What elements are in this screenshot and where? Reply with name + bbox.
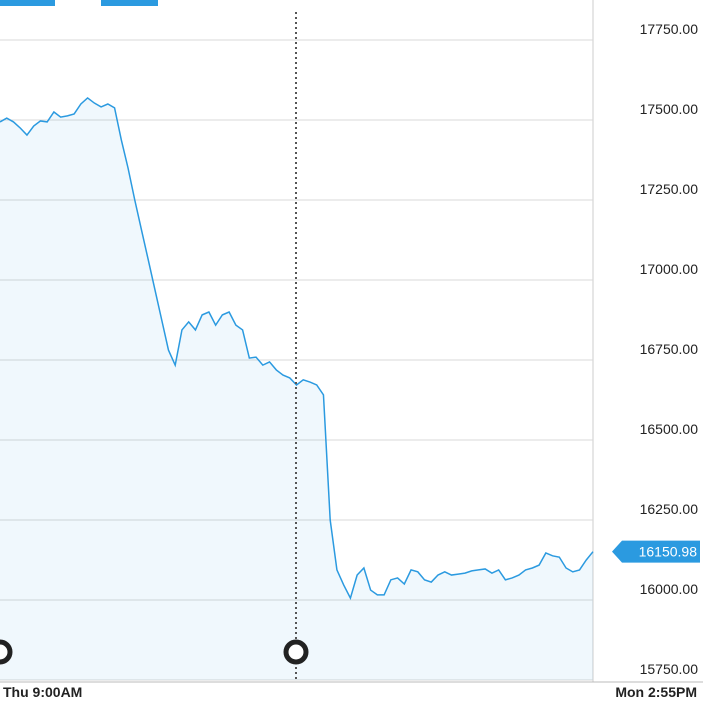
y-tick-label: 16500.00 — [640, 421, 699, 437]
event-marker[interactable] — [0, 639, 13, 665]
y-tick-label: 16250.00 — [640, 501, 699, 517]
y-tick-label: 15750.00 — [640, 661, 699, 677]
y-tick-label: 17000.00 — [640, 261, 699, 277]
price-line — [0, 96, 594, 601]
price-tag-label: 16150.98 — [639, 544, 698, 560]
event-marker[interactable] — [283, 639, 309, 665]
y-tick-label: 17750.00 — [640, 21, 699, 37]
y-tick-label: 16000.00 — [640, 581, 699, 597]
y-tick-label: 17500.00 — [640, 101, 699, 117]
y-tick-label: 16750.00 — [640, 341, 699, 357]
tab-indicator — [101, 0, 158, 6]
tab-indicator — [0, 0, 55, 6]
y-tick-label: 17250.00 — [640, 181, 699, 197]
price-tag — [612, 540, 700, 563]
x-tick-label: Thu 9:00AM — [3, 684, 82, 700]
x-tick-label: Mon 2:55PM — [615, 684, 697, 700]
